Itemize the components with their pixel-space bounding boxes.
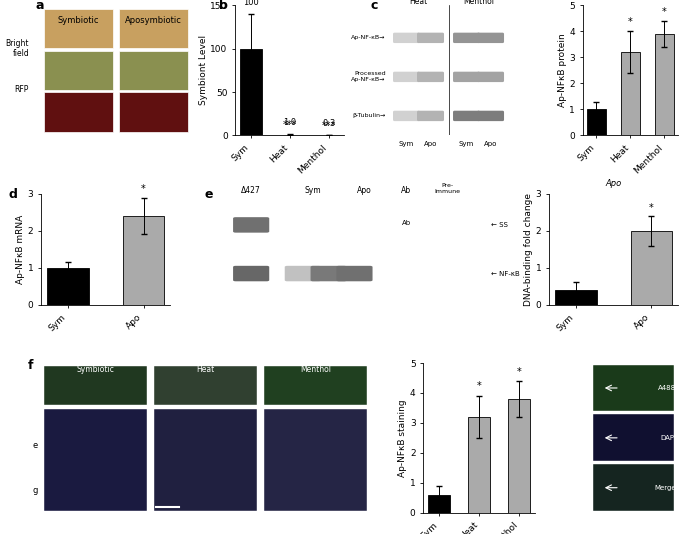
Text: Merge: Merge — [655, 485, 676, 491]
Bar — [621, 52, 640, 136]
FancyBboxPatch shape — [593, 365, 673, 411]
FancyBboxPatch shape — [417, 111, 444, 121]
Y-axis label: DNA-binding fold change: DNA-binding fold change — [524, 193, 533, 306]
Bar — [631, 231, 672, 304]
Text: b: b — [219, 0, 228, 12]
FancyBboxPatch shape — [119, 51, 188, 90]
FancyBboxPatch shape — [477, 72, 504, 82]
Bar — [555, 290, 597, 304]
Text: Apo: Apo — [606, 179, 622, 189]
Bar — [240, 49, 262, 136]
Text: ***: *** — [321, 121, 336, 131]
FancyBboxPatch shape — [44, 51, 113, 90]
Text: d: d — [9, 189, 18, 201]
Text: 100: 100 — [243, 0, 259, 7]
Text: *: * — [662, 7, 667, 17]
Text: Sym: Sym — [459, 140, 474, 147]
Text: Apo: Apo — [424, 140, 437, 147]
FancyBboxPatch shape — [393, 33, 420, 43]
Text: Menthol: Menthol — [463, 0, 494, 6]
FancyBboxPatch shape — [45, 410, 147, 511]
FancyBboxPatch shape — [417, 33, 444, 43]
Text: ← NF-κB: ← NF-κB — [491, 271, 520, 277]
FancyBboxPatch shape — [310, 266, 347, 281]
Text: DAPI: DAPI — [660, 435, 676, 441]
Text: ***: *** — [283, 120, 297, 130]
Bar — [279, 135, 301, 136]
FancyBboxPatch shape — [119, 9, 188, 48]
Text: Menthol: Menthol — [300, 365, 331, 374]
FancyBboxPatch shape — [477, 111, 504, 121]
FancyBboxPatch shape — [233, 217, 269, 233]
FancyBboxPatch shape — [285, 266, 321, 281]
Text: Symbiotic: Symbiotic — [77, 365, 115, 374]
Bar — [587, 109, 606, 136]
Text: Ap-NF-κB→: Ap-NF-κB→ — [351, 35, 386, 41]
Text: g: g — [32, 486, 38, 494]
FancyBboxPatch shape — [593, 464, 673, 511]
Text: Symbiotic: Symbiotic — [58, 15, 99, 25]
FancyBboxPatch shape — [336, 266, 373, 281]
Bar — [469, 417, 490, 513]
Text: c: c — [371, 0, 378, 12]
Bar — [428, 494, 450, 513]
FancyBboxPatch shape — [453, 111, 480, 121]
Text: Sym: Sym — [399, 140, 414, 147]
Text: Ab: Ab — [401, 186, 411, 195]
FancyBboxPatch shape — [417, 72, 444, 82]
Text: f: f — [28, 358, 34, 372]
FancyBboxPatch shape — [233, 266, 269, 281]
Text: Aposymbiotic: Aposymbiotic — [125, 15, 182, 25]
Y-axis label: Symbiont Level: Symbiont Level — [199, 35, 208, 105]
Text: *: * — [141, 184, 146, 194]
Text: Sym: Sym — [305, 186, 321, 195]
Text: β-Tubulin→: β-Tubulin→ — [352, 113, 386, 119]
Text: Pre-
Immune: Pre- Immune — [434, 183, 460, 194]
Text: Ab: Ab — [401, 220, 411, 226]
Text: Bright
field: Bright field — [5, 38, 29, 58]
FancyBboxPatch shape — [45, 366, 147, 405]
FancyBboxPatch shape — [154, 410, 257, 511]
FancyBboxPatch shape — [44, 9, 113, 48]
Bar — [47, 268, 88, 304]
FancyBboxPatch shape — [393, 72, 420, 82]
FancyBboxPatch shape — [453, 33, 480, 43]
Text: 0.3: 0.3 — [322, 119, 336, 128]
Bar — [655, 34, 674, 136]
Text: Processed
Ap-NF-κB→: Processed Ap-NF-κB→ — [351, 72, 386, 82]
Text: *: * — [628, 18, 633, 27]
FancyBboxPatch shape — [154, 366, 257, 405]
Text: *: * — [517, 366, 521, 376]
FancyBboxPatch shape — [593, 414, 673, 461]
FancyBboxPatch shape — [477, 33, 504, 43]
Bar — [508, 399, 530, 513]
FancyBboxPatch shape — [453, 72, 480, 82]
Text: Apo: Apo — [484, 140, 497, 147]
FancyBboxPatch shape — [119, 92, 188, 131]
Text: Apo: Apo — [358, 186, 372, 195]
Text: 1.0: 1.0 — [284, 118, 297, 127]
Text: RFP: RFP — [14, 85, 29, 95]
Text: Δ427: Δ427 — [241, 186, 261, 195]
FancyBboxPatch shape — [264, 410, 366, 511]
Y-axis label: Ap-NFκB mRNA: Ap-NFκB mRNA — [16, 215, 25, 284]
FancyBboxPatch shape — [264, 366, 366, 405]
Text: Heat: Heat — [197, 365, 214, 374]
Y-axis label: Ap-NFκB protein: Ap-NFκB protein — [558, 34, 566, 107]
Text: *: * — [477, 381, 482, 391]
Text: *: * — [649, 203, 653, 213]
FancyBboxPatch shape — [44, 92, 113, 131]
Text: A488: A488 — [658, 385, 676, 391]
Text: a: a — [35, 0, 44, 12]
Text: ← SS: ← SS — [491, 222, 508, 228]
Text: e: e — [33, 441, 38, 450]
Y-axis label: Ap-NFκB staining: Ap-NFκB staining — [398, 399, 407, 477]
Text: e: e — [205, 189, 213, 201]
Text: Heat: Heat — [410, 0, 427, 6]
FancyBboxPatch shape — [393, 111, 420, 121]
Bar — [123, 216, 164, 304]
